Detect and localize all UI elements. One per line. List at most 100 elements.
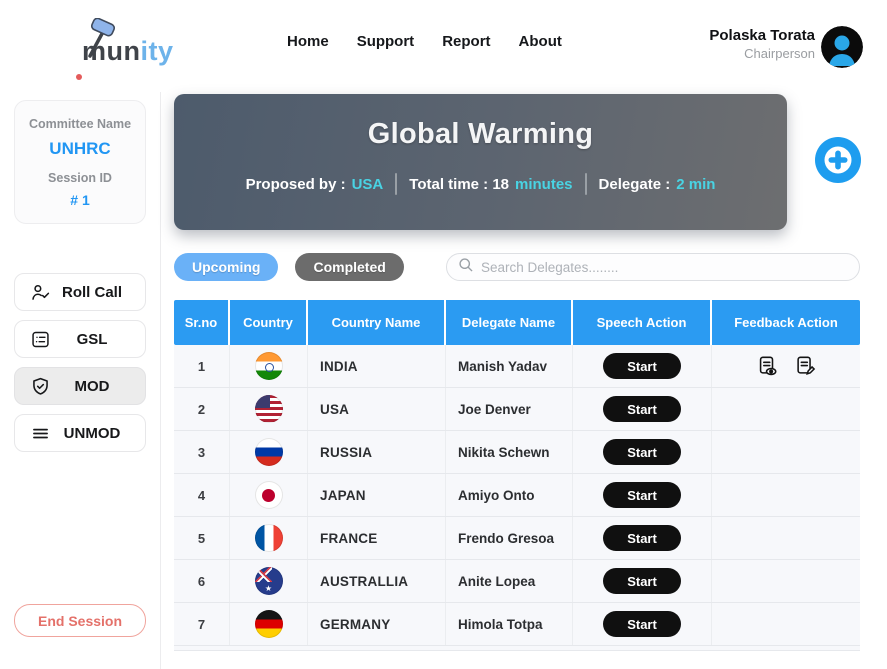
topic-title: Global Warming bbox=[367, 118, 594, 150]
edit-feedback-icon[interactable] bbox=[794, 355, 816, 377]
search-input[interactable] bbox=[481, 259, 849, 275]
sr-no-cell: 1 bbox=[174, 345, 230, 387]
sidebar-divider bbox=[160, 92, 161, 669]
column-header-speech-action: Speech Action bbox=[573, 300, 712, 345]
delegate-time: Delegate :2 min bbox=[598, 175, 716, 193]
search-bar bbox=[446, 253, 860, 281]
sidebar-item-label: Roll Call bbox=[61, 283, 122, 301]
nav-links: Home Support Report About bbox=[287, 33, 562, 50]
feedback-action-cell bbox=[712, 388, 860, 430]
flag-france-icon bbox=[254, 524, 283, 552]
delegate-name-cell: Joe Denver bbox=[446, 388, 573, 430]
country-flag-cell bbox=[230, 388, 308, 430]
topic-card: Global Warming Proposed by : USA Total ti… bbox=[174, 94, 787, 230]
feedback-action-cell bbox=[712, 560, 860, 602]
country-flag-cell bbox=[230, 517, 308, 559]
shield-check-icon bbox=[30, 376, 51, 397]
user-role: Chairperson bbox=[744, 46, 815, 61]
start-speech-button[interactable]: Start bbox=[603, 439, 681, 465]
sidebar-item-unmod[interactable]: UNMOD bbox=[14, 414, 146, 452]
person-avatar-icon[interactable] bbox=[821, 26, 863, 68]
delegates-table: Sr.no Country Country Name Delegate Name Spe… bbox=[174, 300, 860, 651]
committee-card: Committee Name UNHRC Session ID # 1 bbox=[14, 100, 146, 224]
column-header-country: Country bbox=[230, 300, 308, 345]
feedback-icons bbox=[756, 355, 816, 377]
sidebar-item-roll-call[interactable]: Roll Call bbox=[14, 273, 146, 311]
session-id-value: # 1 bbox=[70, 192, 90, 208]
table-row: 2 USA Joe Denver Start bbox=[174, 388, 860, 431]
sidebar-item-mod[interactable]: MOD bbox=[14, 367, 146, 405]
start-speech-button[interactable]: Start bbox=[603, 482, 681, 508]
speech-action-cell: Start bbox=[573, 474, 712, 516]
speech-action-cell: Start bbox=[573, 345, 712, 387]
start-speech-button[interactable]: Start bbox=[603, 568, 681, 594]
delegate-name-cell: Anite Lopea bbox=[446, 560, 573, 602]
tab-upcoming[interactable]: Upcoming bbox=[174, 253, 279, 281]
country-flag-cell bbox=[230, 345, 308, 387]
sidebar: Committee Name UNHRC Session ID # 1 Roll… bbox=[14, 100, 146, 669]
delegate-name-cell: Frendo Gresoa bbox=[446, 517, 573, 559]
start-speech-button[interactable]: Start bbox=[603, 353, 681, 379]
delegate-name-cell: Manish Yadav bbox=[446, 345, 573, 387]
country-flag-cell bbox=[230, 560, 308, 602]
column-header-feedback-action: Feedback Action bbox=[734, 315, 838, 330]
sr-no-cell: 4 bbox=[174, 474, 230, 516]
nav-link-about[interactable]: About bbox=[518, 33, 562, 50]
tab-completed[interactable]: Completed bbox=[295, 253, 404, 281]
speech-action-cell: Start bbox=[573, 517, 712, 559]
delegate-name-cell: Himola Totpa bbox=[446, 603, 573, 645]
country-name-cell: USA bbox=[308, 388, 446, 430]
country-name-cell: AUSTRALLIA bbox=[308, 560, 446, 602]
feedback-action-cell bbox=[712, 603, 860, 645]
nav-link-home[interactable]: Home bbox=[287, 33, 329, 50]
topic-meta: Proposed by : USA Total time : 18 minutes … bbox=[246, 173, 716, 195]
committee-name-label: Committee Name bbox=[28, 117, 132, 131]
speech-action-cell: Start bbox=[573, 388, 712, 430]
table-row: 4 JAPAN Amiyo Onto Start bbox=[174, 474, 860, 517]
table-body: 1 INDIA Manish Yadav Start 2 USA Joe Denver Sta… bbox=[174, 345, 860, 646]
sidebar-item-gsl[interactable]: GSL bbox=[14, 320, 146, 358]
add-button plus-icon[interactable] bbox=[815, 137, 861, 183]
start-speech-button[interactable]: Start bbox=[603, 611, 681, 637]
end-session-button[interactable]: End Session bbox=[14, 604, 146, 637]
flag-usa-icon bbox=[254, 395, 283, 423]
table-row-partial bbox=[174, 646, 860, 651]
table-row: 7 GERMANY Himola Totpa Start bbox=[174, 603, 860, 646]
feedback-action-cell bbox=[712, 345, 860, 387]
feedback-action-cell bbox=[712, 474, 860, 516]
speech-action-cell: Start bbox=[573, 560, 712, 602]
total-time: Total time : 18 minutes bbox=[409, 175, 573, 193]
logo-dot bbox=[76, 74, 82, 80]
nav-link-support[interactable]: Support bbox=[356, 33, 415, 50]
speech-action-cell: Start bbox=[573, 431, 712, 473]
meta-separator bbox=[584, 173, 587, 195]
start-speech-button[interactable]: Start bbox=[603, 396, 681, 422]
flag-japan-icon bbox=[254, 481, 283, 509]
user-name: Polaska Torata bbox=[709, 27, 815, 44]
sr-no-cell: 6 bbox=[174, 560, 230, 602]
speech-action-cell: Start bbox=[573, 603, 712, 645]
top-navbar: munity Home Support Report About Polaska To… bbox=[0, 0, 887, 90]
committee-name-value: UNHRC bbox=[49, 139, 111, 158]
meta-separator bbox=[395, 173, 398, 195]
start-speech-button[interactable]: Start bbox=[603, 525, 681, 551]
list-card-icon bbox=[30, 329, 51, 350]
country-name-cell: FRANCE bbox=[308, 517, 446, 559]
flag-india-icon bbox=[254, 352, 283, 380]
view-feedback-icon[interactable] bbox=[756, 355, 778, 377]
sidebar-item-label: GSL bbox=[76, 330, 108, 348]
flag-germany-icon bbox=[254, 610, 283, 638]
sr-no-cell: 5 bbox=[174, 517, 230, 559]
gavel-icon bbox=[78, 17, 122, 67]
menu-lines-icon bbox=[30, 423, 51, 444]
search-icon bbox=[457, 256, 474, 278]
feedback-action-cell bbox=[712, 517, 860, 559]
column-header-delegate-name: Delegate Name bbox=[446, 300, 573, 345]
nav-link-report[interactable]: Report bbox=[442, 33, 491, 50]
table-header-row: Sr.no Country Country Name Delegate Name Spe… bbox=[174, 300, 860, 345]
sr-no-cell: 3 bbox=[174, 431, 230, 473]
tabs: Upcoming Completed bbox=[174, 253, 404, 281]
munity-logo[interactable]: munity bbox=[68, 17, 188, 80]
sidebar-item-label: MOD bbox=[74, 377, 110, 395]
